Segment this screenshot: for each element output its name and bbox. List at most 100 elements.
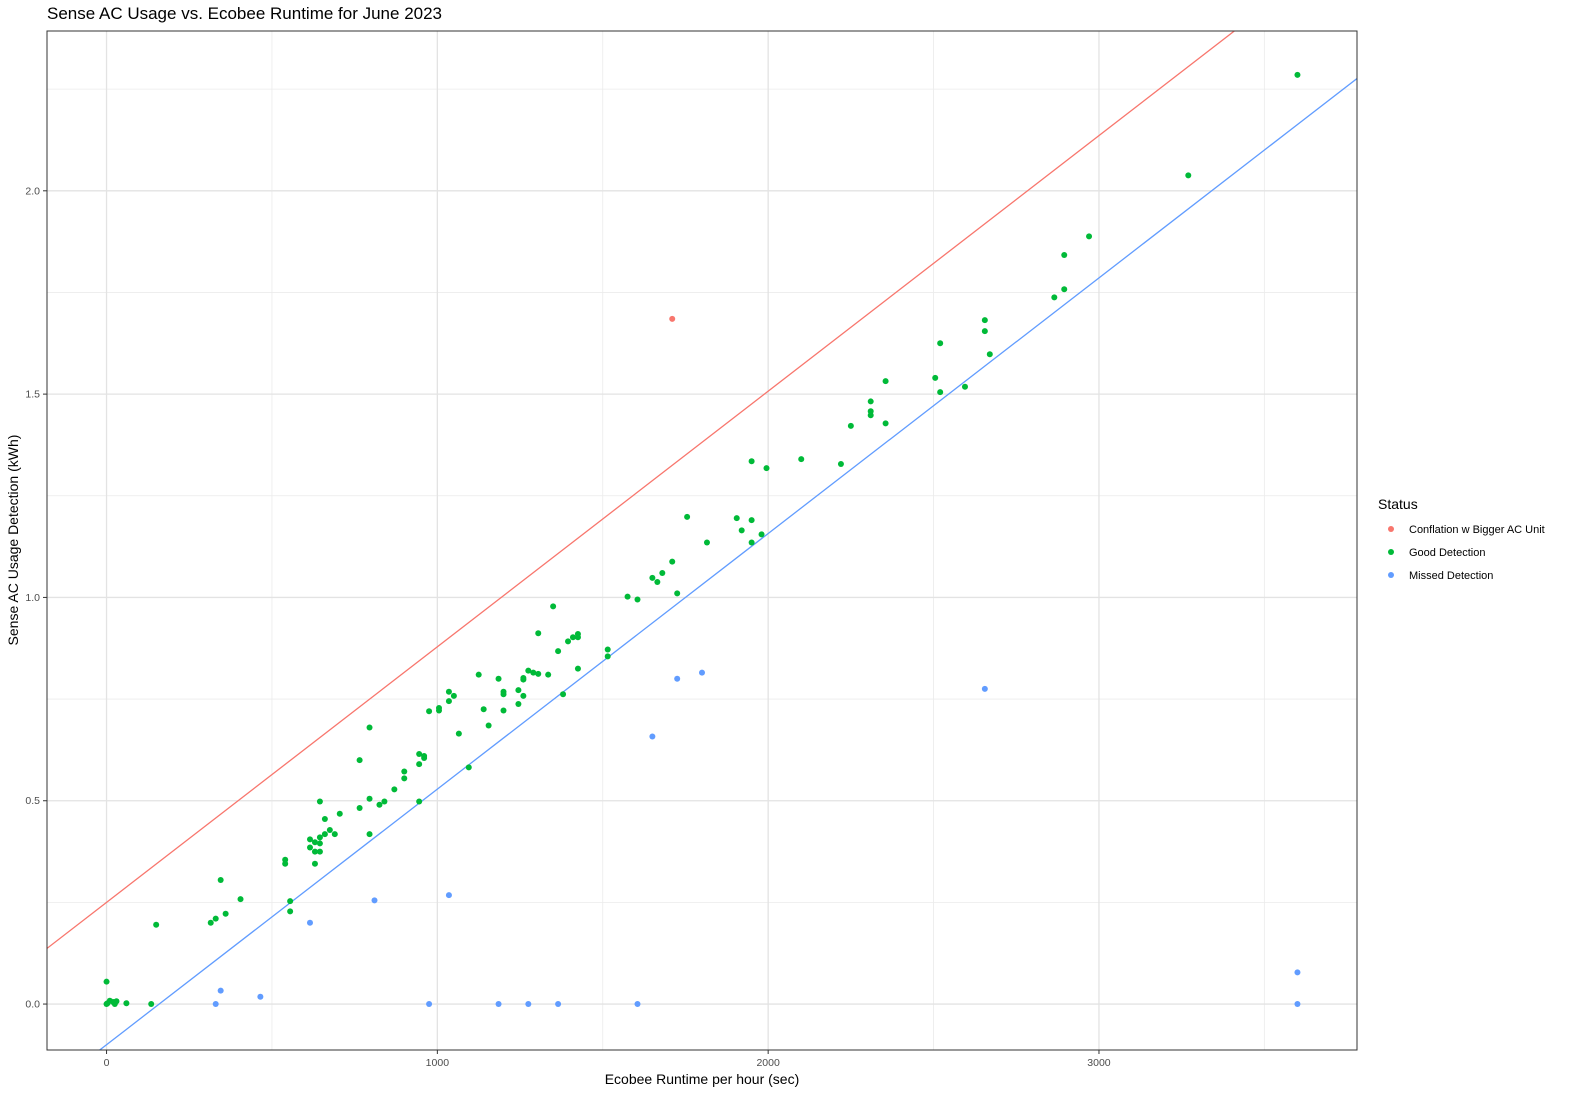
data-point [485,722,492,729]
data-point [634,1001,641,1008]
data-point [649,733,656,740]
data-point [1051,294,1058,301]
data-point [366,724,373,731]
data-point [445,892,452,899]
data-point [475,671,482,678]
data-point [748,539,755,546]
data-point [336,810,343,817]
data-point [981,328,988,335]
data-point [699,669,705,676]
data-point [535,630,542,637]
data-point [1294,1001,1301,1008]
data-point [495,675,502,682]
data-point [574,665,581,672]
data-point [212,915,219,922]
data-point [937,340,944,347]
data-point [426,1001,433,1008]
data-point [565,638,572,645]
data-point [316,834,323,841]
data-point [560,691,567,698]
legend-label: Missed Detection [1409,570,1493,582]
data-point [331,831,338,838]
legend-key [1388,526,1394,532]
data-point [311,839,318,846]
data-point [961,383,968,390]
data-point [882,378,889,385]
data-point [306,836,313,843]
data-point [545,671,552,678]
data-point [758,531,765,538]
plot-panel-background [47,31,1357,1050]
data-point [311,860,318,867]
data-point [401,775,408,782]
data-point [634,596,641,603]
data-point [674,675,681,682]
data-point [148,1001,155,1008]
y-tick-label: 1.5 [25,389,40,401]
data-point [455,730,462,737]
data-point [1061,286,1068,293]
legend-label: Conflation w Bigger AC Unit [1409,524,1545,536]
data-point [986,351,993,358]
data-point [604,653,611,660]
data-point [306,919,313,926]
data-point [550,603,557,610]
data-point [217,987,224,994]
data-point [401,768,408,775]
data-point [847,422,854,429]
data-point [212,1001,219,1008]
chart-title: Sense AC Usage vs. Ecobee Runtime for Ju… [47,4,443,23]
data-point [257,993,264,1000]
data-point [237,896,244,903]
data-point [748,458,755,465]
data-point [500,707,507,714]
data-point [981,685,988,692]
data-point [500,691,507,698]
y-axis-title: Sense AC Usage Detection (kWh) [5,435,21,646]
data-point [703,539,710,546]
x-axis: 0 1000 2000 3000 [104,1050,1111,1069]
data-point [674,590,681,597]
reference-line [47,31,1236,949]
data-point [391,786,398,793]
data-point [436,707,443,714]
data-point [381,798,388,805]
data-point [316,798,323,805]
data-point [316,848,323,855]
data-point [123,1000,130,1007]
data-point [535,670,542,677]
data-point [515,687,522,694]
y-tick-label: 0.5 [25,795,40,807]
x-tick-label: 2000 [756,1057,780,1069]
data-point [1185,172,1192,179]
data-point [282,860,289,867]
data-point [321,831,328,838]
data-point [321,816,328,823]
y-axis: 0.0 0.5 1.0 1.5 2.0 [25,185,47,1011]
x-tick-label: 3000 [1087,1057,1111,1069]
data-point [530,669,537,676]
data-point [574,634,581,641]
data-points [103,71,1301,1008]
data-point [376,801,383,808]
legend-key [1388,549,1394,555]
legend: Status Conflation w Bigger AC Unit Good D… [1378,496,1545,582]
data-point [669,315,676,322]
data-point [356,757,363,764]
y-tick-label: 0.0 [25,999,40,1011]
data-point [520,692,527,699]
data-point [222,910,229,917]
data-point [103,978,110,985]
data-point [326,827,333,834]
data-point [932,374,939,381]
data-point [555,1001,562,1008]
data-point [416,761,423,768]
data-point [882,420,889,427]
y-tick-label: 1.0 [25,592,40,604]
data-point [520,676,527,683]
data-point [450,692,457,699]
data-point [416,798,423,805]
data-point [649,574,656,581]
data-point [207,919,214,926]
data-point [416,750,423,757]
